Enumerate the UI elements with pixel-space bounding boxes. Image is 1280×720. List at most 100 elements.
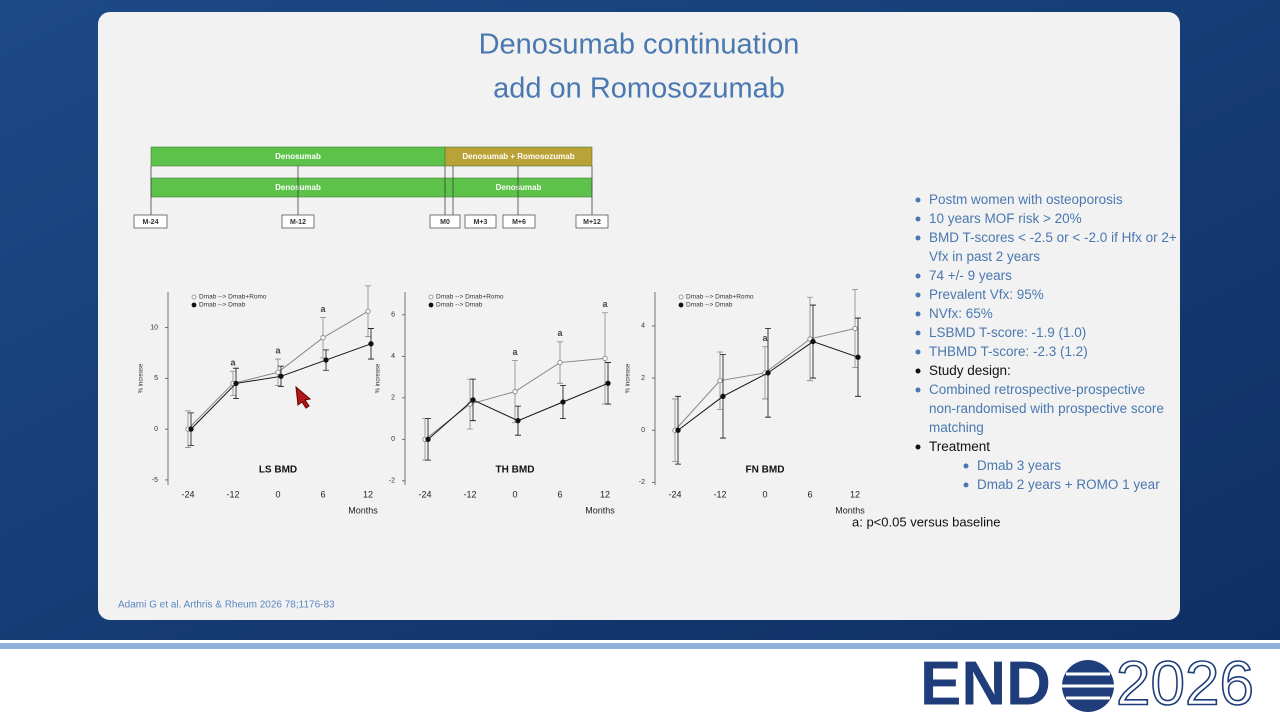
- bullet-dot: [915, 273, 921, 279]
- x-tick-label: 12: [600, 489, 610, 499]
- bullet-dot: [915, 330, 921, 336]
- x-tick-label: -24: [418, 489, 431, 499]
- y-tick-label: 6: [391, 312, 395, 319]
- milestone-label: M-24: [143, 219, 159, 226]
- legend-marker: [428, 294, 434, 300]
- milestone-box: [281, 214, 315, 229]
- legend-label: Dmab --> Dmab+Romo: [436, 294, 504, 301]
- data-point: [323, 357, 329, 363]
- logo: END: [920, 649, 1051, 718]
- y-tick-label: 0: [154, 426, 158, 433]
- bullet-text: Dmab 2 years + ROMO 1 year: [977, 477, 1160, 492]
- footnote: a: p<0.05 versus baseline: [852, 514, 1001, 529]
- footer-line: [0, 643, 1280, 649]
- data-point: [852, 325, 858, 332]
- x-tick-label: 0: [275, 489, 280, 499]
- bullet-dot: [915, 349, 921, 355]
- y-tick-label: 0: [391, 436, 395, 443]
- data-point: [320, 335, 326, 341]
- y-tick-label: 2: [391, 395, 395, 402]
- data-point: [275, 369, 281, 375]
- legend-marker: [191, 294, 197, 300]
- bullet-dot: [915, 235, 921, 241]
- milestone-box: [429, 214, 461, 229]
- significance-label: a: [275, 345, 281, 355]
- x-axis-label: Months: [835, 505, 865, 515]
- milestone-box: [502, 214, 536, 229]
- data-point: [365, 308, 371, 314]
- bullet-dot: [915, 444, 921, 450]
- bullet-dot: [915, 216, 921, 222]
- x-tick-label: -12: [226, 489, 239, 499]
- data-point: [560, 399, 566, 405]
- y-tick-label: 4: [641, 323, 645, 330]
- x-tick-label: 12: [850, 489, 860, 499]
- significance-label: a: [230, 358, 236, 368]
- milestone-label: M0: [440, 219, 450, 226]
- bullet-text: LSBMD T-score: -1.9 (1.0): [929, 325, 1086, 340]
- milestone-box: [575, 214, 609, 229]
- x-tick-label: -24: [181, 489, 194, 499]
- legend-label: Dmab --> Dmab: [436, 302, 483, 309]
- cursor: [295, 385, 312, 409]
- x-tick-label: 6: [320, 489, 325, 499]
- y-tick-label: -2: [389, 478, 395, 485]
- legend-marker: [678, 294, 684, 300]
- bullet-text: Postm women with osteoporosis: [929, 192, 1123, 207]
- x-axis-label: Months: [585, 505, 615, 515]
- data-point: [717, 378, 723, 384]
- x-tick-label: 0: [762, 489, 767, 499]
- data-point: [278, 373, 284, 379]
- milestone-label: M-12: [290, 219, 306, 226]
- bullet-dot: [963, 482, 969, 488]
- bullet-dot: [915, 311, 921, 317]
- bullet-text: Combined retrospective-prospective non-ra…: [929, 382, 1164, 435]
- data-point: [470, 397, 476, 403]
- legend-marker: [191, 302, 197, 308]
- y-tick-label: 0: [641, 427, 645, 434]
- legend-label: Dmab --> Dmab+Romo: [199, 294, 267, 301]
- bullet-text: Treatment: [929, 439, 990, 454]
- chart-title: TH BMD: [496, 465, 535, 476]
- x-tick-label: -24: [668, 489, 681, 499]
- title: add on Romosozumab: [493, 73, 785, 105]
- y-tick-label: 4: [391, 353, 395, 360]
- y-tick-label: -2: [639, 479, 645, 486]
- logo-globe-lines: [1062, 672, 1114, 700]
- bullet-text: Prevalent Vfx: 95%: [929, 287, 1044, 302]
- bullet-dot: [915, 197, 921, 203]
- bullet-text: 74 +/- 9 years: [929, 268, 1012, 283]
- bullet-text: THBMD T-score: -2.3 (1.2): [929, 344, 1088, 359]
- legend-marker: [428, 302, 434, 308]
- y-tick-label: 2: [641, 375, 645, 382]
- bullet-text: Dmab 3 years: [977, 458, 1061, 473]
- bullet-text: NVfx: 65%: [929, 306, 993, 321]
- timeline-label: Denosumab: [496, 183, 542, 192]
- legend-label: Dmab --> Dmab: [686, 302, 733, 309]
- y-tick-label: -5: [152, 477, 158, 484]
- citation: Adami G et al. Arthris & Rheum 2026 78;1…: [118, 600, 335, 611]
- x-tick-label: 6: [807, 489, 812, 499]
- significance-label: a: [602, 299, 608, 309]
- y-tick-label: 10: [150, 324, 158, 331]
- y-axis-label: % increase: [626, 363, 632, 393]
- significance-label: a: [557, 328, 563, 338]
- data-point: [557, 359, 563, 366]
- bullet-text: 10 years MOF risk > 20%: [929, 211, 1082, 226]
- legend-label: Dmab --> Dmab+Romo: [686, 294, 754, 301]
- data-point: [855, 354, 861, 360]
- data-point: [605, 380, 611, 386]
- milestone-box: [133, 214, 168, 229]
- title: Denosumab continuation: [479, 29, 800, 61]
- timeline-label: Denosumab: [275, 152, 321, 161]
- bullet-dot: [915, 387, 921, 393]
- logo: 2026: [1116, 649, 1254, 718]
- bullet-dot: [915, 292, 921, 298]
- bullet-text: BMD T-scores < -2.5 or < -2.0 if Hfx or …: [929, 230, 1177, 264]
- milestone-box: [464, 214, 497, 229]
- x-tick-label: -12: [463, 489, 476, 499]
- data-point: [233, 380, 239, 387]
- chart-title: LS BMD: [259, 465, 297, 476]
- data-point: [515, 418, 521, 424]
